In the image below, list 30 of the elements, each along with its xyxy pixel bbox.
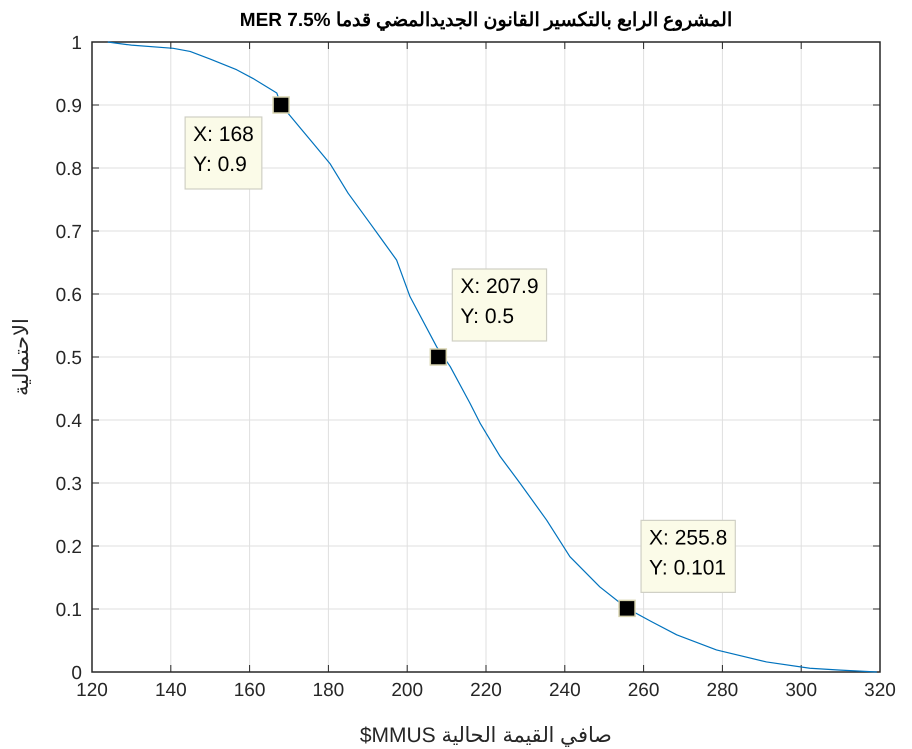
y-tick-label: 0.2 bbox=[56, 537, 82, 558]
x-tick-label: 200 bbox=[391, 680, 424, 701]
line-series bbox=[107, 41, 878, 673]
point bbox=[618, 600, 636, 618]
point bbox=[430, 348, 448, 366]
y-tick-label: 0.8 bbox=[56, 159, 82, 180]
x-tick-label: 260 bbox=[628, 680, 660, 701]
y-tick-label: 0.4 bbox=[56, 411, 82, 432]
x-tick-label: 240 bbox=[548, 680, 581, 701]
x-tick-label: 280 bbox=[706, 680, 738, 701]
x-axis-title: صافي القيمة الحالية MMUS$ bbox=[360, 724, 612, 747]
y-tick-label: 0.9 bbox=[56, 96, 82, 117]
annotation: X: 255.8 Y: 0.101 bbox=[649, 526, 728, 580]
x-tick-label: 320 bbox=[864, 680, 896, 701]
point bbox=[272, 96, 290, 114]
y-tick-label: 1 bbox=[71, 33, 82, 54]
y-tick-label: 0.5 bbox=[56, 348, 82, 369]
x-tick-label: 300 bbox=[785, 680, 818, 701]
x-tick-label: 140 bbox=[154, 680, 187, 701]
y-tick-label: 0.3 bbox=[56, 474, 82, 495]
y-axis-title: الاحتمالية bbox=[10, 318, 33, 396]
y-tick-label: 0.7 bbox=[56, 222, 82, 243]
x-tick-label: 180 bbox=[312, 680, 344, 701]
annotation: X: 207.9 Y: 0.5 bbox=[460, 275, 539, 328]
x-tick-label: 220 bbox=[470, 680, 502, 701]
x-tick-label: 160 bbox=[234, 680, 266, 701]
y-tick-label: 0.1 bbox=[56, 600, 82, 621]
annotation: X: 168 Y: 0.9 bbox=[193, 123, 254, 176]
chart-title: المشروع الرابع بالتكسير القانون الجديدالمضي قدما MER 7.5% bbox=[240, 10, 732, 32]
y-tick-label: 0.6 bbox=[56, 285, 82, 306]
